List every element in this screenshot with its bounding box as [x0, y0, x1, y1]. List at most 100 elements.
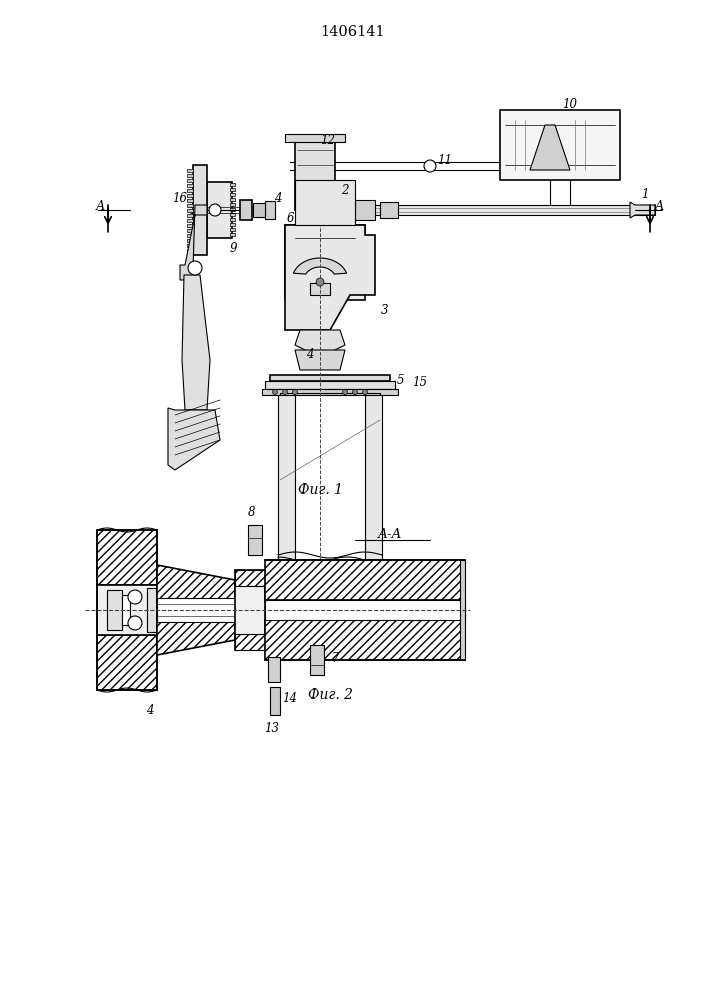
Bar [295, 395, 365, 560]
Bar [295, 180, 355, 225]
Text: 8: 8 [248, 506, 256, 520]
Bar [355, 205, 655, 215]
Bar [187, 233, 193, 237]
Circle shape [128, 616, 142, 630]
Bar [230, 182, 235, 186]
Bar [235, 570, 265, 650]
Bar [230, 213, 235, 216]
Bar [268, 657, 280, 682]
Bar [230, 208, 235, 211]
Bar [253, 203, 265, 217]
Bar [265, 560, 465, 600]
Bar [230, 192, 235, 196]
Text: 4: 4 [274, 192, 282, 205]
Bar [230, 202, 235, 206]
Bar [230, 228, 235, 231]
Bar [97, 635, 157, 690]
Bar [187, 243, 193, 247]
Bar [235, 634, 265, 650]
Bar [107, 590, 122, 630]
Bar [265, 381, 395, 389]
Bar [310, 283, 330, 295]
Text: А: А [95, 200, 105, 213]
Text: 4: 4 [146, 704, 153, 716]
Bar [97, 585, 157, 635]
Text: Фиг. 1: Фиг. 1 [298, 483, 342, 497]
Bar [187, 198, 193, 202]
Bar [278, 395, 295, 560]
Text: 15: 15 [412, 376, 428, 389]
Bar [122, 595, 130, 625]
Circle shape [283, 389, 288, 394]
Bar [270, 687, 280, 715]
Text: 1: 1 [641, 188, 649, 202]
Bar [460, 560, 465, 660]
Bar [193, 165, 207, 255]
Bar [187, 174, 193, 177]
Text: 5: 5 [396, 373, 404, 386]
Text: 2: 2 [341, 184, 349, 196]
Bar [187, 188, 193, 192]
Bar [187, 204, 193, 207]
Bar [187, 168, 193, 172]
Polygon shape [285, 225, 375, 330]
Circle shape [363, 389, 368, 394]
Text: 12: 12 [320, 133, 336, 146]
Bar [310, 645, 324, 675]
Bar [187, 209, 193, 212]
Polygon shape [157, 565, 235, 655]
Bar [295, 135, 335, 210]
Bar [187, 224, 193, 227]
Circle shape [293, 389, 298, 394]
Circle shape [353, 389, 358, 394]
Text: 10: 10 [563, 99, 578, 111]
Bar [298, 205, 326, 225]
Bar [265, 620, 465, 660]
Bar [187, 238, 193, 242]
Text: 3: 3 [381, 304, 389, 316]
Circle shape [128, 590, 142, 604]
Bar [285, 134, 345, 142]
Text: 6: 6 [286, 212, 293, 225]
Bar [187, 214, 193, 217]
Text: А: А [654, 200, 664, 213]
Bar [187, 194, 193, 197]
Bar [187, 219, 193, 222]
Polygon shape [295, 350, 345, 370]
Text: 16: 16 [173, 192, 187, 205]
Circle shape [209, 204, 221, 216]
Text: 4: 4 [306, 349, 314, 361]
Bar [230, 188, 235, 191]
Polygon shape [630, 202, 655, 218]
Polygon shape [293, 258, 346, 274]
Polygon shape [180, 205, 207, 280]
Bar [230, 223, 235, 226]
Bar [262, 389, 398, 395]
Bar [230, 198, 235, 201]
Bar [207, 182, 232, 238]
Bar [235, 570, 265, 586]
Bar [265, 201, 275, 219]
Bar [180, 410, 210, 430]
Text: 13: 13 [264, 722, 279, 734]
Text: 1406141: 1406141 [321, 25, 385, 39]
Text: 7: 7 [332, 652, 339, 664]
Polygon shape [182, 275, 210, 410]
Polygon shape [168, 408, 220, 470]
Bar [157, 598, 357, 622]
Text: А-А: А-А [378, 528, 402, 542]
Bar [240, 200, 252, 220]
Text: 11: 11 [438, 153, 452, 166]
Bar [500, 110, 620, 180]
Bar [365, 395, 382, 560]
Circle shape [424, 160, 436, 172]
Bar [380, 202, 398, 218]
Bar [187, 248, 193, 252]
Polygon shape [295, 330, 345, 355]
Circle shape [272, 389, 278, 394]
Circle shape [188, 261, 202, 275]
Bar [147, 588, 157, 632]
Text: 9: 9 [229, 241, 237, 254]
Circle shape [316, 278, 324, 286]
Bar [270, 375, 390, 381]
